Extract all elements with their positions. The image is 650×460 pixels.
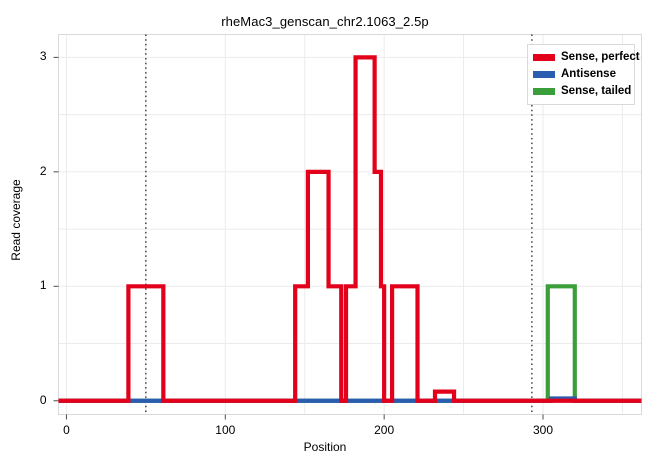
annotation-dotted-lines bbox=[145, 34, 533, 415]
x-tick-label: 100 bbox=[215, 422, 236, 437]
legend-label-sense-perfect: Sense, perfect bbox=[561, 51, 640, 63]
legend-swatch-sense-tailed bbox=[533, 87, 555, 95]
y-tick-label: 1 bbox=[39, 278, 47, 293]
y-tick-label: 2 bbox=[39, 163, 47, 178]
plot-frame bbox=[58, 34, 642, 415]
y-axis-title: Read coverage bbox=[9, 179, 23, 261]
legend-label-antisense: Antisense bbox=[561, 68, 616, 80]
x-tick-label: 300 bbox=[532, 422, 554, 437]
legend-swatch-antisense bbox=[533, 70, 555, 78]
x-tick-label: 200 bbox=[374, 422, 395, 437]
legend-item-sense-perfect: Sense, perfect bbox=[533, 49, 640, 65]
x-axis-title: Position bbox=[303, 440, 347, 454]
chart-title: rheMac3_genscan_chr2.1063_2.5p bbox=[221, 14, 429, 29]
legend-item-sense-tailed: Sense, tailed bbox=[533, 83, 632, 99]
legend-label-sense-tailed: Sense, tailed bbox=[561, 85, 632, 97]
y-tick-label: 0 bbox=[39, 392, 47, 407]
legend-item-antisense: Antisense bbox=[533, 66, 629, 82]
x-tick-label: 0 bbox=[63, 422, 70, 437]
axis-tick-marks bbox=[53, 56, 544, 420]
data-series-group bbox=[58, 55, 642, 403]
legend-swatch-sense-perfect bbox=[533, 53, 555, 61]
y-tick-label: 3 bbox=[39, 49, 47, 64]
legend: Sense, perfect Antisense Sense, tailed bbox=[527, 44, 640, 105]
